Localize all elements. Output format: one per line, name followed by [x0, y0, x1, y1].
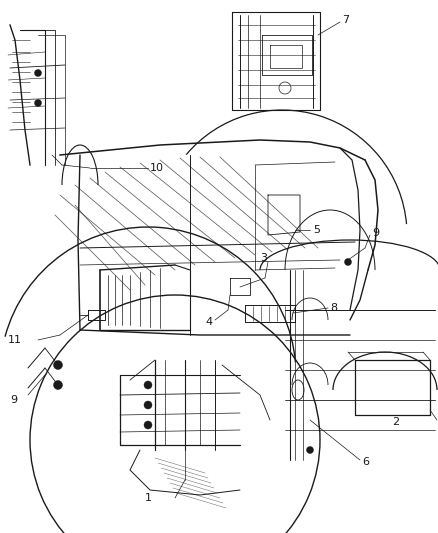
Circle shape	[144, 381, 152, 389]
Circle shape	[35, 100, 42, 107]
Circle shape	[345, 259, 352, 265]
Text: 2: 2	[392, 417, 399, 427]
Text: 10: 10	[150, 163, 164, 173]
Text: 8: 8	[330, 303, 337, 313]
Text: 5: 5	[313, 225, 320, 235]
Text: 6: 6	[362, 457, 369, 467]
Circle shape	[144, 401, 152, 409]
Text: 11: 11	[8, 335, 22, 345]
Circle shape	[35, 69, 42, 77]
Text: 1: 1	[145, 493, 152, 503]
Circle shape	[53, 360, 63, 369]
Text: 7: 7	[342, 15, 349, 25]
Text: 9: 9	[372, 228, 379, 238]
Text: 9: 9	[10, 395, 17, 405]
Text: 3: 3	[260, 253, 267, 263]
Circle shape	[307, 447, 314, 454]
Text: 4: 4	[205, 317, 212, 327]
Circle shape	[53, 381, 63, 390]
Circle shape	[144, 421, 152, 429]
